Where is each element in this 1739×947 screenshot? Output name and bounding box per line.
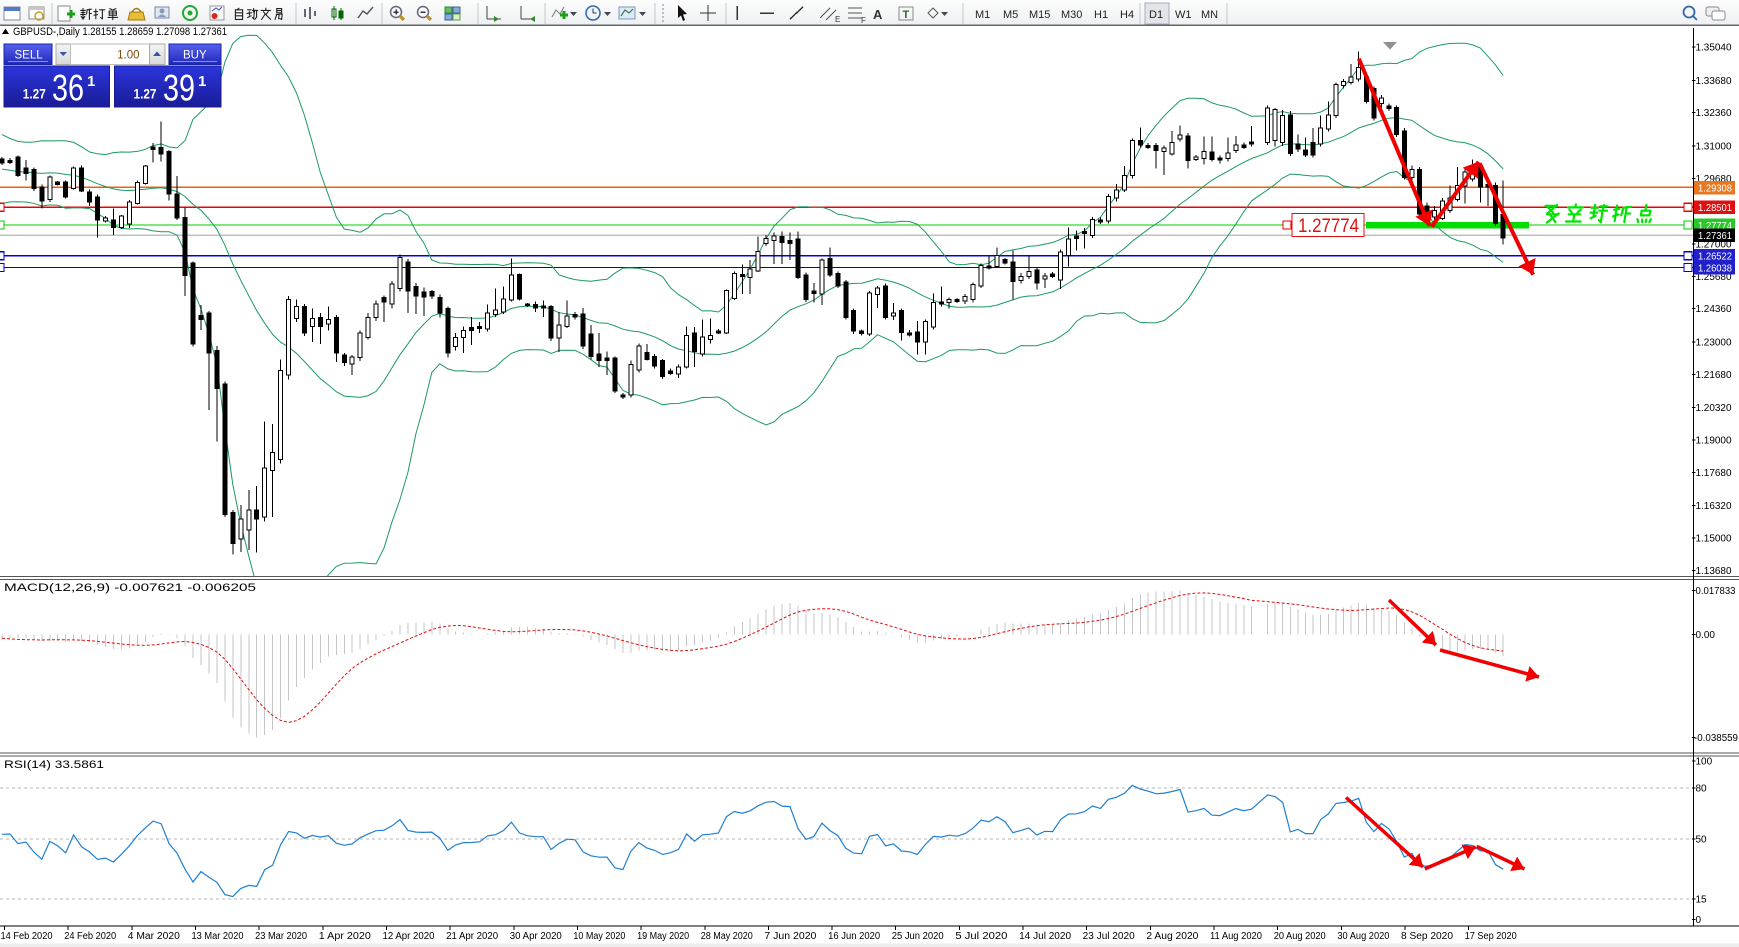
svg-text:11 Aug 2020: 11 Aug 2020: [1210, 931, 1262, 942]
svg-text:100: 100: [1696, 757, 1713, 768]
svg-text:1.20320: 1.20320: [1696, 403, 1732, 414]
svg-text:BUY: BUY: [183, 50, 207, 62]
svg-text:-0.038559: -0.038559: [1694, 733, 1738, 744]
svg-text:4 Mar 2020: 4 Mar 2020: [128, 931, 180, 942]
svg-text:1.31000: 1.31000: [1696, 142, 1732, 153]
svg-text:1: 1: [198, 73, 206, 90]
svg-text:7 Jun 2020: 7 Jun 2020: [764, 931, 816, 942]
svg-text:GBPUSD-,Daily 1.28155 1.28659: GBPUSD-,Daily 1.28155 1.28659 1.27098 1.…: [13, 26, 227, 38]
svg-text:1.28501: 1.28501: [1698, 202, 1732, 214]
svg-text:19 May 2020: 19 May 2020: [637, 931, 689, 942]
svg-text:1.27361: 1.27361: [1698, 230, 1732, 242]
svg-text:1.00: 1.00: [117, 50, 139, 62]
svg-text:1.27774: 1.27774: [1298, 216, 1359, 237]
svg-text:14 Jul 2020: 14 Jul 2020: [1019, 931, 1071, 942]
svg-text:80: 80: [1696, 783, 1708, 794]
svg-text:28 May 2020: 28 May 2020: [701, 931, 753, 942]
svg-text:23 Mar 2020: 23 Mar 2020: [255, 931, 307, 942]
svg-text:1.19000: 1.19000: [1696, 436, 1732, 447]
svg-text:1.13680: 1.13680: [1696, 566, 1732, 577]
svg-text:MACD(12,26,9) -0.007621 -0.006: MACD(12,26,9) -0.007621 -0.006205: [4, 582, 256, 594]
svg-text:RSI(14) 33.5861: RSI(14) 33.5861: [4, 759, 104, 771]
svg-text:36: 36: [52, 68, 84, 109]
svg-text:H1: H1: [1094, 9, 1108, 21]
svg-text:1.15000: 1.15000: [1696, 534, 1732, 545]
svg-text:1.29308: 1.29308: [1698, 182, 1732, 194]
svg-text:1.29680: 1.29680: [1696, 174, 1732, 185]
svg-text:1.27000: 1.27000: [1696, 240, 1732, 251]
svg-text:50: 50: [1696, 835, 1708, 846]
svg-text:W1: W1: [1175, 9, 1192, 21]
svg-text:14 Feb 2020: 14 Feb 2020: [1, 931, 53, 942]
svg-text:10 May 2020: 10 May 2020: [573, 931, 625, 942]
svg-text:1.35040: 1.35040: [1696, 43, 1732, 54]
svg-text:1: 1: [87, 73, 95, 90]
svg-text:20 Aug 2020: 20 Aug 2020: [1274, 931, 1326, 942]
svg-text:M1: M1: [975, 9, 990, 21]
svg-text:1.24360: 1.24360: [1696, 304, 1732, 315]
svg-text:H4: H4: [1120, 9, 1134, 21]
svg-text:1.32360: 1.32360: [1696, 108, 1732, 119]
svg-text:1.16320: 1.16320: [1696, 501, 1732, 512]
svg-text:1.26038: 1.26038: [1698, 263, 1732, 275]
svg-text:T: T: [903, 9, 910, 21]
svg-text:1.27: 1.27: [23, 87, 46, 102]
svg-text:13 Mar 2020: 13 Mar 2020: [192, 931, 244, 942]
svg-text:M5: M5: [1003, 9, 1018, 21]
svg-text:39: 39: [163, 68, 195, 109]
svg-text:12 Apr 2020: 12 Apr 2020: [383, 931, 435, 942]
svg-text:1.23000: 1.23000: [1696, 338, 1732, 349]
svg-text:E: E: [835, 15, 840, 24]
svg-text:2 Aug 2020: 2 Aug 2020: [1146, 931, 1198, 942]
svg-text:1.27: 1.27: [134, 87, 157, 102]
svg-text:1.25680: 1.25680: [1696, 272, 1732, 283]
svg-text:24 Feb 2020: 24 Feb 2020: [64, 931, 116, 942]
svg-text:M30: M30: [1061, 9, 1082, 21]
svg-text:1.21680: 1.21680: [1696, 370, 1732, 381]
svg-text:1.26522: 1.26522: [1698, 251, 1732, 263]
svg-text:SELL: SELL: [15, 50, 44, 62]
svg-text:5 Jul 2020: 5 Jul 2020: [955, 931, 1007, 942]
svg-text:F: F: [861, 16, 866, 25]
svg-text:17 Sep 2020: 17 Sep 2020: [1465, 931, 1517, 942]
svg-text:16 Jun 2020: 16 Jun 2020: [828, 931, 880, 942]
svg-text:0.017833: 0.017833: [1696, 586, 1736, 597]
svg-text:23 Jul 2020: 23 Jul 2020: [1083, 931, 1135, 942]
svg-text:A: A: [873, 7, 883, 22]
svg-text:15: 15: [1696, 895, 1708, 906]
svg-text:1.33680: 1.33680: [1696, 76, 1732, 87]
svg-text:21 Apr 2020: 21 Apr 2020: [446, 931, 498, 942]
svg-text:1 Apr 2020: 1 Apr 2020: [319, 931, 371, 942]
svg-text:8 Sep 2020: 8 Sep 2020: [1401, 931, 1453, 942]
svg-text:M15: M15: [1029, 9, 1050, 21]
svg-text:MN: MN: [1201, 9, 1218, 21]
svg-text:25 Jun 2020: 25 Jun 2020: [892, 931, 944, 942]
svg-text:0: 0: [1696, 915, 1702, 926]
svg-text:D1: D1: [1149, 9, 1163, 21]
svg-text:30 Apr 2020: 30 Apr 2020: [510, 931, 562, 942]
svg-text:30 Aug 2020: 30 Aug 2020: [1337, 931, 1389, 942]
svg-text:1.17680: 1.17680: [1696, 468, 1732, 479]
svg-text:0.00: 0.00: [1696, 630, 1716, 641]
